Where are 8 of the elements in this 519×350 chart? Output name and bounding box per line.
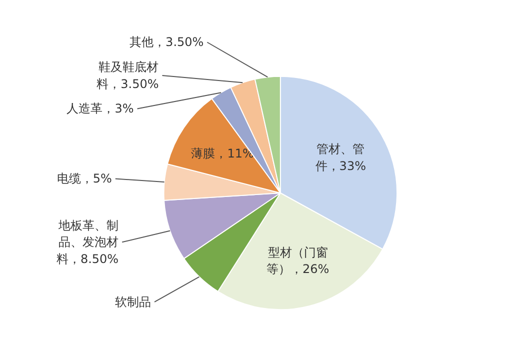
- slice-label: 管材、管件，33%: [315, 142, 366, 173]
- slice-label: 电缆，5%: [56, 172, 112, 186]
- slice-label: 软制品: [115, 294, 152, 309]
- slice-label: 型材（门窗等），26%: [266, 245, 330, 276]
- slice-label: 人造革，3%: [66, 102, 134, 116]
- slice-label: 地板革、制品、发泡材料，8.50%: [56, 218, 119, 266]
- slice-label: 其他，3.50%: [130, 35, 204, 50]
- slice-label: 鞋及鞋底材料，3.50%: [96, 60, 159, 91]
